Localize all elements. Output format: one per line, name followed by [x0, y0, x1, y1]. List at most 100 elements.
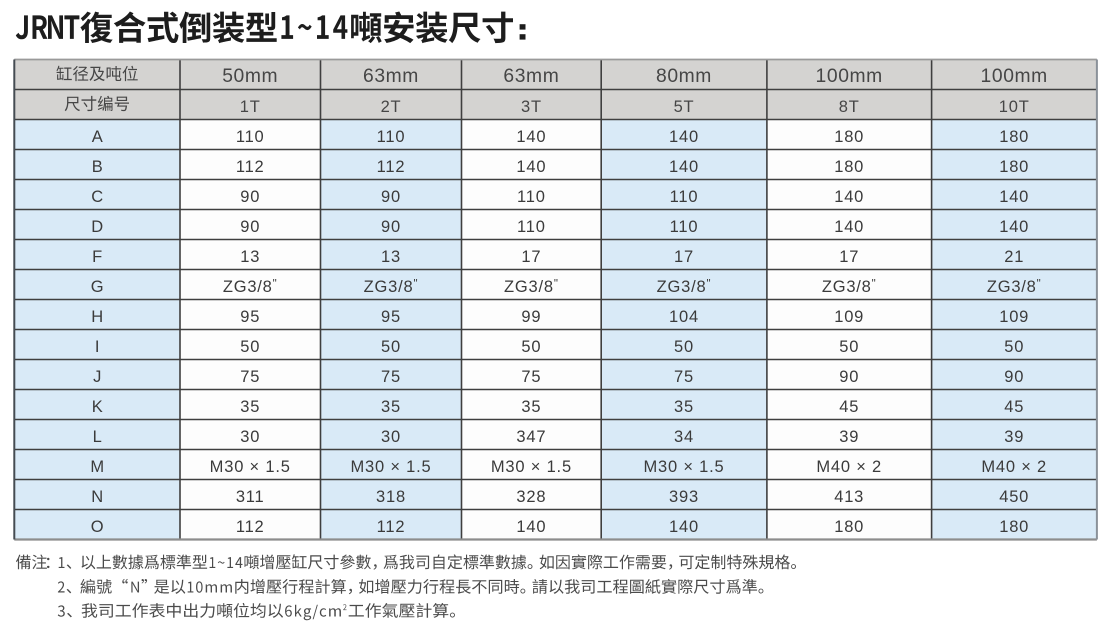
svg-text:17: 17	[839, 248, 859, 266]
svg-text:13: 13	[381, 248, 401, 266]
svg-text:112: 112	[377, 518, 406, 536]
svg-text:17: 17	[521, 248, 541, 266]
svg-text:D: D	[91, 218, 103, 236]
svg-text:3T: 3T	[521, 98, 542, 116]
svg-text:100mm: 100mm	[981, 66, 1048, 87]
svg-text:112: 112	[236, 518, 265, 536]
svg-text:75: 75	[674, 368, 694, 386]
svg-text:34: 34	[674, 428, 694, 446]
svg-text:10T: 10T	[999, 98, 1030, 116]
svg-text:M30 × 1.5: M30 × 1.5	[643, 458, 724, 476]
svg-text:ZG3/8": ZG3/8"	[223, 278, 278, 296]
svg-text:90: 90	[1004, 368, 1024, 386]
svg-text:50: 50	[1004, 338, 1024, 356]
svg-text:413: 413	[834, 488, 864, 506]
svg-text:95: 95	[381, 308, 401, 326]
svg-text:63mm: 63mm	[363, 66, 419, 87]
svg-text:M30 × 1.5: M30 × 1.5	[210, 458, 291, 476]
svg-text:1T: 1T	[240, 98, 261, 116]
svg-text:50mm: 50mm	[222, 66, 278, 87]
svg-text:ZG3/8": ZG3/8"	[504, 278, 559, 296]
svg-text:109: 109	[999, 308, 1029, 326]
svg-text:H: H	[91, 308, 103, 326]
svg-text:180: 180	[834, 128, 864, 146]
svg-text:180: 180	[834, 518, 864, 536]
svg-text:M: M	[90, 458, 104, 476]
svg-text:90: 90	[839, 368, 859, 386]
svg-text:75: 75	[240, 368, 260, 386]
svg-text:21: 21	[1004, 248, 1024, 266]
svg-text:A: A	[92, 128, 103, 146]
svg-text:F: F	[92, 248, 102, 266]
svg-text:J: J	[93, 368, 101, 386]
svg-text:99: 99	[521, 308, 541, 326]
svg-text:I: I	[95, 338, 100, 356]
svg-text:45: 45	[839, 398, 859, 416]
svg-text:140: 140	[516, 128, 546, 146]
svg-text:B: B	[92, 158, 103, 176]
svg-text:112: 112	[377, 158, 406, 176]
svg-text:O: O	[91, 518, 104, 536]
svg-text:63mm: 63mm	[503, 66, 559, 87]
svg-text:G: G	[91, 278, 104, 296]
svg-text:450: 450	[999, 488, 1029, 506]
svg-text:140: 140	[669, 158, 699, 176]
svg-text:90: 90	[240, 188, 260, 206]
svg-text:8T: 8T	[839, 98, 860, 116]
svg-text:M40 × 2: M40 × 2	[816, 458, 882, 476]
svg-text:90: 90	[381, 218, 401, 236]
svg-text:ZG3/8": ZG3/8"	[657, 278, 712, 296]
svg-text:180: 180	[999, 518, 1029, 536]
svg-text:180: 180	[999, 158, 1029, 176]
svg-text:35: 35	[381, 398, 401, 416]
svg-text:ZG3/8": ZG3/8"	[987, 278, 1042, 296]
svg-text:50: 50	[674, 338, 694, 356]
svg-text:180: 180	[834, 158, 864, 176]
svg-text:110: 110	[517, 218, 546, 236]
svg-text:30: 30	[240, 428, 260, 446]
svg-text:180: 180	[999, 128, 1029, 146]
svg-text:140: 140	[834, 188, 864, 206]
svg-text:35: 35	[521, 398, 541, 416]
svg-text:M30 × 1.5: M30 × 1.5	[350, 458, 431, 476]
svg-text:311: 311	[236, 488, 265, 506]
svg-text:ZG3/8": ZG3/8"	[822, 278, 877, 296]
svg-text:104: 104	[669, 308, 699, 326]
svg-text:39: 39	[839, 428, 859, 446]
svg-text:140: 140	[516, 518, 546, 536]
svg-text:90: 90	[240, 218, 260, 236]
svg-text:140: 140	[669, 518, 699, 536]
svg-text:45: 45	[1004, 398, 1024, 416]
svg-text:318: 318	[376, 488, 406, 506]
svg-text:140: 140	[999, 188, 1029, 206]
svg-text:95: 95	[240, 308, 260, 326]
svg-text:17: 17	[674, 248, 694, 266]
svg-text:110: 110	[670, 218, 699, 236]
svg-text:75: 75	[381, 368, 401, 386]
svg-text:ZG3/8": ZG3/8"	[364, 278, 419, 296]
svg-text:N: N	[91, 488, 103, 506]
svg-text:35: 35	[240, 398, 260, 416]
svg-text:K: K	[92, 398, 103, 416]
svg-text:328: 328	[516, 488, 546, 506]
svg-text:M30 × 1.5: M30 × 1.5	[491, 458, 572, 476]
svg-text:393: 393	[669, 488, 699, 506]
svg-text:50: 50	[381, 338, 401, 356]
svg-text:2T: 2T	[381, 98, 402, 116]
svg-text:39: 39	[1004, 428, 1024, 446]
svg-text:13: 13	[240, 248, 260, 266]
svg-text:347: 347	[516, 428, 546, 446]
svg-text:110: 110	[236, 128, 265, 146]
svg-text:C: C	[91, 188, 103, 206]
svg-text:L: L	[93, 428, 102, 446]
svg-text:50: 50	[521, 338, 541, 356]
svg-text:50: 50	[240, 338, 260, 356]
svg-text:140: 140	[999, 218, 1029, 236]
svg-text:50: 50	[839, 338, 859, 356]
svg-text:90: 90	[381, 188, 401, 206]
svg-text:140: 140	[516, 158, 546, 176]
svg-text:5T: 5T	[674, 98, 695, 116]
svg-text:140: 140	[834, 218, 864, 236]
svg-text:75: 75	[521, 368, 541, 386]
svg-text:30: 30	[381, 428, 401, 446]
